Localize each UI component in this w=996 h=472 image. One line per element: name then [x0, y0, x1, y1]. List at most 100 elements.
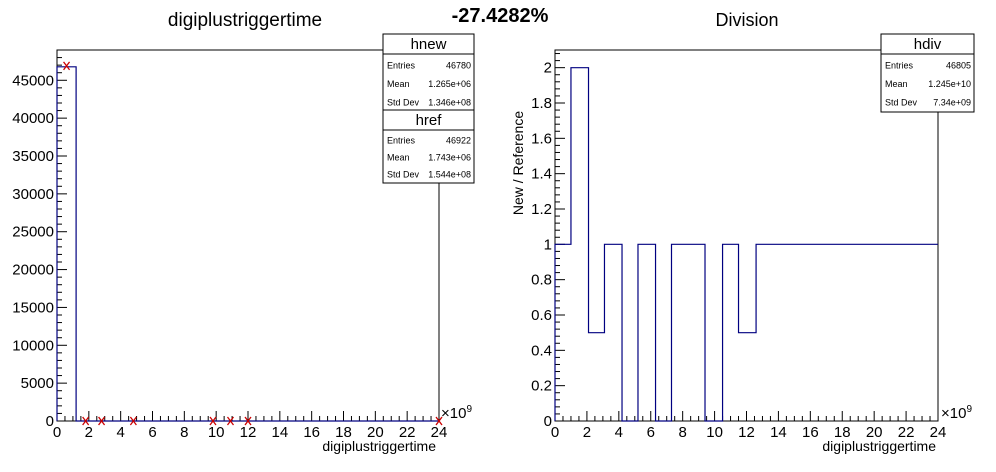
- left-chart-title: digiplustriggertime: [168, 10, 322, 31]
- href-marker: [82, 416, 90, 426]
- left-plot-marks: 0 2 4 6 8 10 12 14 16 18 20 22 240500010000150002000…: [12, 49, 448, 441]
- x-tick-label: 4: [116, 424, 124, 441]
- stat-row-value: 1.346e+08: [428, 98, 471, 108]
- x-tick-label: 20: [367, 424, 384, 441]
- y-tick-label: 1.4: [531, 166, 552, 183]
- y-tick-label: 1: [544, 236, 552, 253]
- x-tick-label: 24: [930, 424, 947, 441]
- right-histogram-panel: Division 0 2 4 6 8 10 12 14 16 18 20 22 2400.20.40.6…: [510, 10, 972, 454]
- right-y-axis-title: New / Reference: [510, 111, 526, 215]
- x-tick-label: 6: [647, 424, 655, 441]
- y-tick-label: 0: [46, 413, 54, 430]
- stat-row-label: Entries: [885, 60, 914, 70]
- hnew-stat-box: hnew Entries 46780 Mean 1.265e+06 Std Dev 1.34…: [382, 33, 475, 113]
- href-marker: [209, 416, 217, 426]
- stat-row-value: 46805: [946, 60, 971, 70]
- x-tick-label: 12: [738, 424, 755, 441]
- right-x-exponent: ×109: [941, 404, 972, 422]
- stat-box-frame: [880, 33, 975, 113]
- stat-box-title: hnew: [411, 36, 447, 53]
- stat-row-label: Entries: [387, 60, 416, 70]
- y-tick-label: 40000: [12, 110, 54, 127]
- right-x-axis-title: digiplustriggertime: [822, 438, 936, 454]
- x-tick-label: 2: [583, 424, 591, 441]
- marker-stroke: [63, 61, 71, 71]
- x-tick-label: 0: [53, 424, 61, 441]
- stat-row-value: 1.544e+08: [428, 170, 471, 180]
- marker-stroke: [244, 416, 252, 426]
- x-tick-label: 0: [551, 424, 559, 441]
- y-tick-label: 0: [544, 413, 552, 430]
- x-tick-label: 10: [706, 424, 723, 441]
- y-tick-label: 0.2: [531, 378, 552, 395]
- x-tick-label: 6: [148, 424, 156, 441]
- x-tick-label: 18: [335, 424, 352, 441]
- x-tick-label: 2: [85, 424, 93, 441]
- hdiv-step-line: [554, 67, 938, 422]
- x-tick-label: 22: [898, 424, 915, 441]
- x-tick-label: 22: [399, 424, 416, 441]
- x-tick-label: 14: [770, 424, 787, 441]
- x-tick-label: 14: [271, 424, 288, 441]
- stat-row-value: 1.245e+10: [928, 79, 971, 89]
- y-tick-label: 25000: [12, 224, 54, 241]
- stat-row-label: Mean: [387, 79, 410, 89]
- y-tick-label: 1.6: [531, 130, 552, 147]
- stat-row-label: Entries: [387, 136, 416, 146]
- y-tick-label: 1.2: [531, 201, 552, 218]
- left-x-axis-title: digiplustriggertime: [322, 438, 436, 454]
- stat-row-value: 46922: [446, 136, 471, 146]
- marker-stroke: [82, 416, 90, 426]
- marker-stroke: [209, 416, 217, 426]
- x-tick-label: 16: [802, 424, 819, 441]
- stat-box-frame: [382, 109, 475, 184]
- stat-row-value: 7.34e+09: [933, 98, 971, 108]
- y-tick-label: 30000: [12, 186, 54, 203]
- stat-row-label: Mean: [885, 79, 908, 89]
- x-tick-label: 12: [240, 424, 257, 441]
- y-tick-label: 45000: [12, 72, 54, 89]
- href-marker: [98, 416, 106, 426]
- stat-row-label: Std Dev: [387, 170, 420, 180]
- y-tick-label: 10000: [12, 337, 54, 354]
- stat-row-label: Std Dev: [885, 98, 918, 108]
- y-tick-label: 35000: [12, 148, 54, 165]
- href-marker: [63, 61, 71, 71]
- stat-row-value: 46780: [446, 60, 471, 70]
- y-tick-label: 15000: [12, 299, 54, 316]
- stat-boxes: hnew Entries 46780 Mean 1.265e+06 Std Dev 1.34…: [382, 33, 975, 184]
- stat-box-frame: [382, 33, 475, 113]
- stat-row-value: 1.265e+06: [428, 79, 471, 89]
- x-tick-label: 4: [615, 424, 623, 441]
- x-tick-label: 8: [180, 424, 188, 441]
- stat-row-value: 1.743e+06: [428, 153, 471, 163]
- x-tick-label: 10: [208, 424, 225, 441]
- stat-row-label: Mean: [387, 153, 410, 163]
- y-tick-label: 0.4: [531, 342, 552, 359]
- y-tick-label: 0.6: [531, 307, 552, 324]
- stat-box-title: hdiv: [914, 36, 942, 53]
- x-tick-label: 18: [834, 424, 851, 441]
- href-marker: [244, 416, 252, 426]
- y-tick-label: 1.8: [531, 95, 552, 112]
- y-tick-label: 20000: [12, 262, 54, 279]
- href-marker: [435, 416, 443, 426]
- right-plot-marks: 0 2 4 6 8 10 12 14 16 18 20 22 2400.20.40.60.811.21.…: [531, 53, 947, 441]
- marker-stroke: [435, 416, 443, 426]
- x-tick-label: 24: [431, 424, 448, 441]
- left-x-exponent: ×109: [441, 404, 472, 422]
- x-tick-label: 20: [866, 424, 883, 441]
- left-histogram-panel: digiplustriggertime 0 2 4 6 8 10 12 14 16 18 20 22 2…: [12, 10, 472, 454]
- y-tick-label: 5000: [21, 375, 54, 392]
- y-tick-label: 0.8: [531, 272, 552, 289]
- hnew-step-line: [56, 66, 439, 422]
- left-plot-frame: [56, 49, 440, 422]
- x-tick-label: 16: [303, 424, 320, 441]
- x-tick-label: 8: [678, 424, 686, 441]
- stat-row-label: Std Dev: [387, 98, 420, 108]
- right-chart-title: Division: [715, 10, 778, 30]
- href-marker: [226, 416, 235, 426]
